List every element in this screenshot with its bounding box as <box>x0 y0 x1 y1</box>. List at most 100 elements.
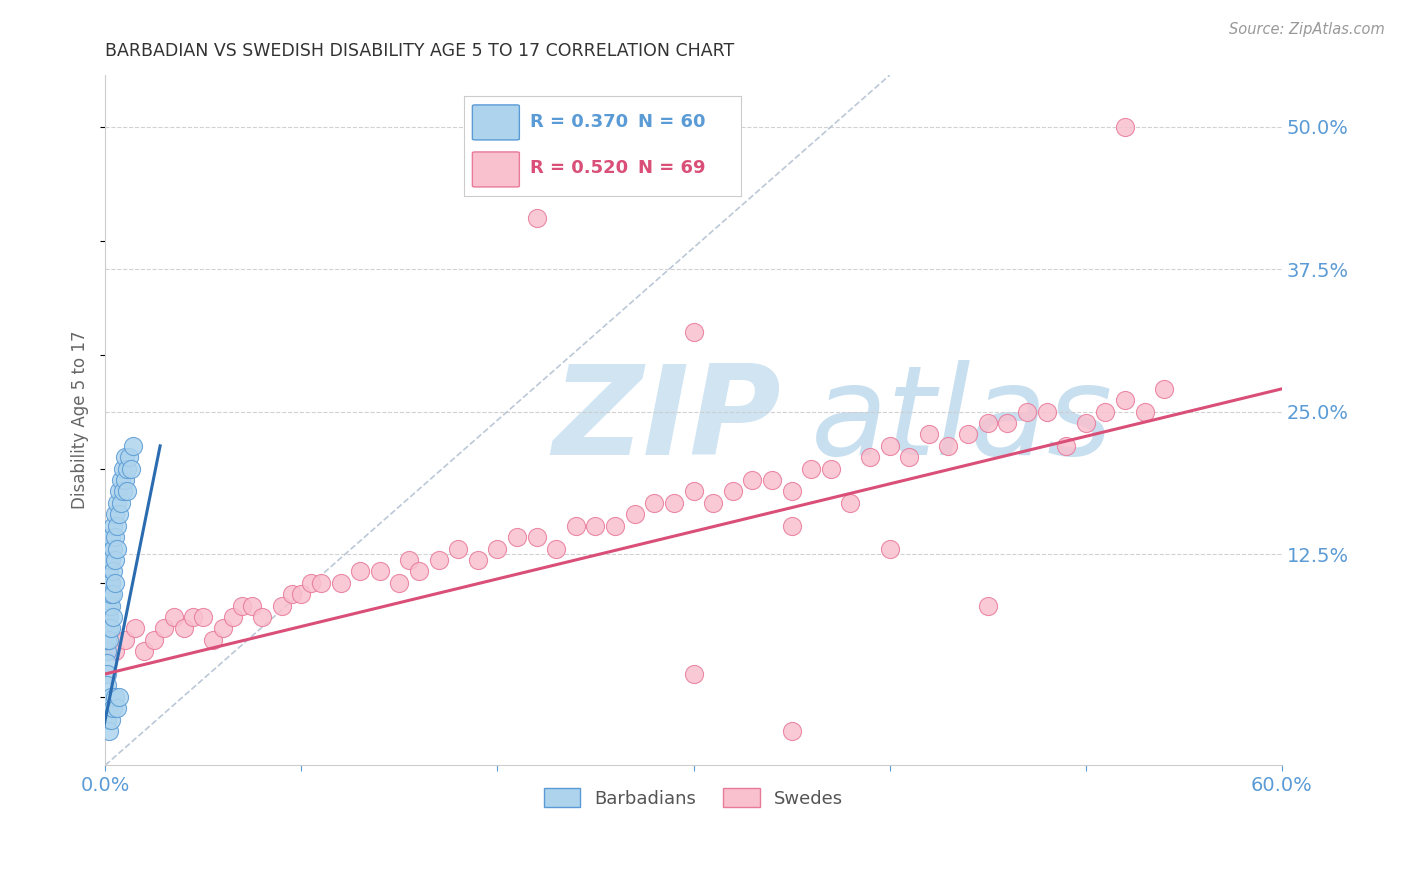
Point <box>105 701 128 715</box>
Point <box>995 416 1018 430</box>
Point <box>104 690 127 704</box>
Point <box>104 575 127 590</box>
Text: atlas: atlas <box>811 359 1114 481</box>
Point <box>280 587 302 601</box>
Point <box>115 484 138 499</box>
Point <box>1094 404 1116 418</box>
Point <box>96 713 118 727</box>
Point <box>682 325 704 339</box>
Point <box>96 701 118 715</box>
Point <box>120 461 142 475</box>
Text: BARBADIAN VS SWEDISH DISABILITY AGE 5 TO 17 CORRELATION CHART: BARBADIAN VS SWEDISH DISABILITY AGE 5 TO… <box>105 42 734 60</box>
Point <box>976 416 998 430</box>
Point <box>98 723 121 738</box>
Point <box>240 599 263 613</box>
Point <box>682 667 704 681</box>
Point <box>643 496 665 510</box>
Point <box>105 541 128 556</box>
Point <box>721 484 744 499</box>
Point <box>1054 439 1077 453</box>
Point <box>124 621 146 635</box>
Point <box>100 599 122 613</box>
Point <box>623 508 645 522</box>
Point <box>100 713 122 727</box>
Point <box>96 632 118 647</box>
Point <box>1114 393 1136 408</box>
Point <box>114 450 136 465</box>
Point <box>202 632 225 647</box>
Point <box>96 610 118 624</box>
Point <box>879 541 901 556</box>
Point <box>101 518 124 533</box>
Point <box>118 450 141 465</box>
Point <box>1133 404 1156 418</box>
Point <box>101 610 124 624</box>
Point <box>115 461 138 475</box>
Point <box>101 587 124 601</box>
Y-axis label: Disability Age 5 to 17: Disability Age 5 to 17 <box>72 331 89 509</box>
Point <box>121 439 143 453</box>
Point <box>108 484 131 499</box>
Point <box>111 484 134 499</box>
Point <box>368 564 391 578</box>
Point <box>153 621 176 635</box>
Point <box>1015 404 1038 418</box>
Point <box>96 632 118 647</box>
Point <box>309 575 332 590</box>
Point <box>98 587 121 601</box>
Point <box>111 461 134 475</box>
Text: Source: ZipAtlas.com: Source: ZipAtlas.com <box>1229 22 1385 37</box>
Point <box>250 610 273 624</box>
Point <box>108 508 131 522</box>
Point <box>221 610 243 624</box>
Point <box>100 587 122 601</box>
Point <box>193 610 215 624</box>
Point <box>388 575 411 590</box>
Point <box>290 587 312 601</box>
Point <box>526 530 548 544</box>
Point <box>938 439 960 453</box>
Point <box>761 473 783 487</box>
Point <box>427 553 450 567</box>
Point <box>100 690 122 704</box>
Point <box>741 473 763 487</box>
Point <box>299 575 322 590</box>
Point <box>134 644 156 658</box>
Point <box>96 678 118 692</box>
Point <box>546 541 568 556</box>
Point <box>447 541 470 556</box>
Point <box>96 644 118 658</box>
Point <box>918 427 941 442</box>
Point <box>98 621 121 635</box>
Point <box>110 496 132 510</box>
Point <box>101 564 124 578</box>
Point <box>100 621 122 635</box>
Point <box>98 610 121 624</box>
Point <box>143 632 166 647</box>
Point <box>96 621 118 635</box>
Point <box>898 450 921 465</box>
Point <box>565 518 588 533</box>
Point <box>1114 120 1136 134</box>
Point <box>98 575 121 590</box>
Point <box>104 508 127 522</box>
Point <box>780 484 803 499</box>
Point <box>105 496 128 510</box>
Point <box>98 632 121 647</box>
Point <box>270 599 292 613</box>
Point <box>114 473 136 487</box>
Point <box>682 484 704 499</box>
Point <box>183 610 205 624</box>
Point <box>114 632 136 647</box>
Point <box>104 553 127 567</box>
Point <box>96 667 118 681</box>
Point <box>976 599 998 613</box>
Point <box>662 496 685 510</box>
Point <box>408 564 430 578</box>
Point <box>1035 404 1057 418</box>
Point <box>108 690 131 704</box>
Point <box>105 518 128 533</box>
Point <box>1153 382 1175 396</box>
Point <box>96 599 118 613</box>
Legend: Barbadians, Swedes: Barbadians, Swedes <box>537 781 851 814</box>
